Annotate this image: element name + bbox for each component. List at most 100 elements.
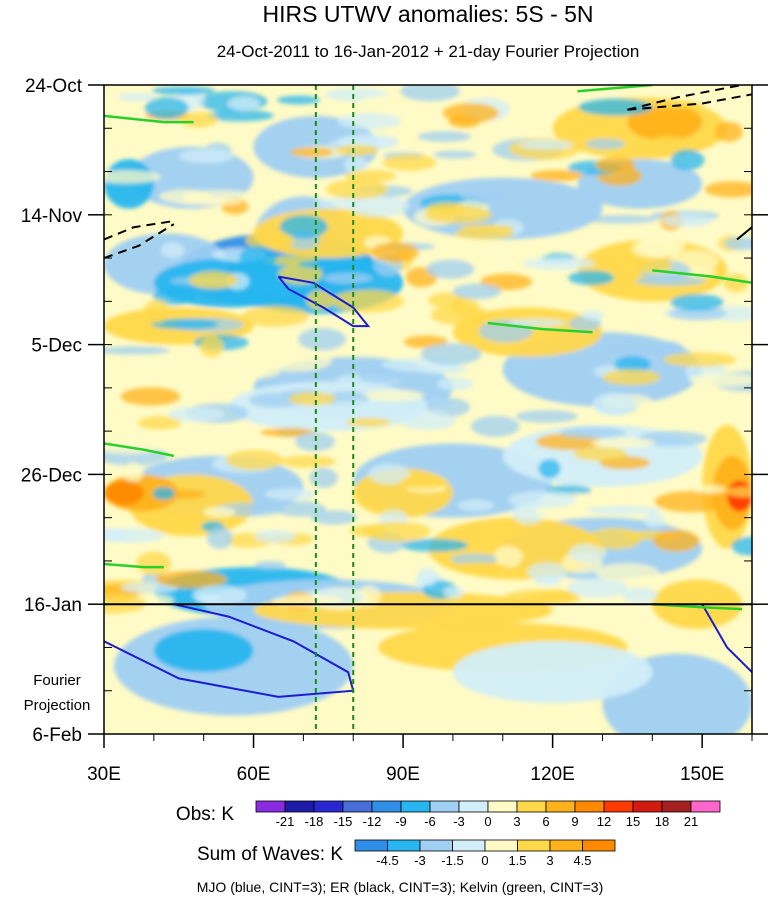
obs-legend-level: 6 xyxy=(542,814,549,829)
anomaly-speckle xyxy=(594,157,636,173)
anomaly-speckle xyxy=(643,512,665,528)
anomaly-speckle xyxy=(417,567,438,587)
anomaly-speckle xyxy=(199,335,224,358)
anomaly-speckle xyxy=(104,346,170,355)
anomaly-speckle xyxy=(160,242,185,258)
kelvin-contour xyxy=(577,85,653,93)
waves-legend-level: -4.5 xyxy=(376,853,398,868)
waves-legend-swatch xyxy=(419,839,453,852)
anomaly-speckle xyxy=(254,560,287,570)
y-tick-label: 5-Dec xyxy=(31,336,82,357)
anomaly-speckle xyxy=(202,506,236,518)
anomaly-speckle xyxy=(314,197,365,210)
er-contour xyxy=(736,226,752,241)
anomaly-speckle xyxy=(104,528,165,543)
waves-legend-swatch xyxy=(452,839,486,852)
obs-legend-swatch xyxy=(400,800,431,813)
anomaly-speckle xyxy=(400,474,448,490)
obs-legend-swatch xyxy=(429,800,460,813)
anomaly-speckle xyxy=(614,355,651,373)
anomaly-speckle xyxy=(425,259,475,279)
anomaly-speckle xyxy=(731,536,752,556)
obs-legend-level: 3 xyxy=(513,814,520,829)
anomaly-speckle xyxy=(168,406,225,422)
anomaly-speckle xyxy=(573,446,628,462)
anomaly-speckle xyxy=(530,169,584,182)
anomaly-speckle xyxy=(228,96,260,111)
anomaly-speckle xyxy=(578,98,653,116)
kelvin-contour xyxy=(104,442,175,458)
obs-legend-swatch xyxy=(284,800,315,813)
anomaly-speckle xyxy=(400,85,460,102)
anomaly-speckle xyxy=(344,156,368,174)
anomaly-speckle xyxy=(527,562,568,583)
anomaly-speckle xyxy=(399,410,456,431)
anomaly-speckle xyxy=(523,256,596,270)
anomaly-speckle xyxy=(330,400,397,412)
anomaly-speckle xyxy=(257,349,332,372)
anomaly-speckle xyxy=(493,545,523,568)
anomaly-speckle xyxy=(621,587,658,603)
anomaly-speckle xyxy=(152,487,175,501)
obs-legend-level: -15 xyxy=(334,814,353,829)
anomaly-speckle xyxy=(436,377,474,391)
er-contour xyxy=(627,85,743,111)
anomaly-speckle xyxy=(274,501,326,517)
anomaly-speckle xyxy=(585,505,660,515)
anomaly-speckle xyxy=(631,258,673,274)
obs-legend-swatch xyxy=(574,800,605,813)
anomaly-patch xyxy=(104,480,144,506)
anomaly-patch xyxy=(104,159,154,209)
waves-legend-level: 1.5 xyxy=(508,853,526,868)
anomaly-speckle xyxy=(591,437,656,449)
anomaly-speckle xyxy=(225,449,283,471)
wave-contours xyxy=(104,85,752,698)
kelvin-contour xyxy=(104,114,194,124)
forecast-label-line2: Projection xyxy=(24,697,91,714)
anomaly-speckle xyxy=(347,193,410,218)
waves-legend-swatch xyxy=(484,839,518,852)
anomaly-speckle xyxy=(443,586,464,599)
x-axis-ticks: 30E 60E 90E 120E 150E xyxy=(87,734,753,785)
anomaly-speckle xyxy=(668,306,727,321)
anomaly-speckle xyxy=(197,592,220,605)
obs-legend-level: 0 xyxy=(484,814,491,829)
anomaly-speckle xyxy=(122,462,144,482)
anomaly-patch xyxy=(627,103,703,141)
anomaly-speckle xyxy=(653,135,683,145)
waves-legend-level: 3 xyxy=(546,853,553,868)
anomaly-speckle xyxy=(696,484,726,494)
anomaly-speckle xyxy=(179,148,234,164)
anomaly-speckle xyxy=(239,245,277,270)
chart-title: HIRS UTWV anomalies: 5S - 5N xyxy=(262,1,593,27)
waves-legend: -4.5 -3 -1.5 0 1.5 3 4.5 xyxy=(354,839,616,868)
anomaly-speckle xyxy=(297,259,358,269)
waves-legend-swatch xyxy=(517,839,551,852)
anomaly-speckle xyxy=(515,410,578,423)
y-tick-label: 6-Feb xyxy=(32,725,82,746)
anomaly-speckle xyxy=(661,213,713,228)
anomaly-speckle xyxy=(450,553,498,565)
anomaly-speckle xyxy=(452,562,502,573)
anomaly-speckle xyxy=(153,287,196,306)
anomaly-speckle xyxy=(670,293,724,311)
anomaly-speckle xyxy=(420,343,482,365)
anomaly-speckle xyxy=(265,488,317,501)
anomaly-speckle xyxy=(518,139,574,150)
obs-legend-swatch xyxy=(313,800,344,813)
anomaly-speckle xyxy=(360,95,403,107)
kelvin-contour xyxy=(104,562,164,569)
obs-legend-swatch xyxy=(487,800,518,813)
anomaly-speckle xyxy=(592,392,636,417)
waves-legend-level: -3 xyxy=(414,853,426,868)
anomaly-speckle xyxy=(349,525,387,537)
anomaly-speckle xyxy=(310,510,357,525)
mjo-contour xyxy=(701,603,752,673)
kelvin-contour xyxy=(652,269,752,285)
anomaly-speckle xyxy=(188,271,238,290)
anomaly-speckle xyxy=(603,345,662,354)
obs-legend-swatch xyxy=(690,800,721,813)
anomaly-speckle xyxy=(427,292,468,309)
